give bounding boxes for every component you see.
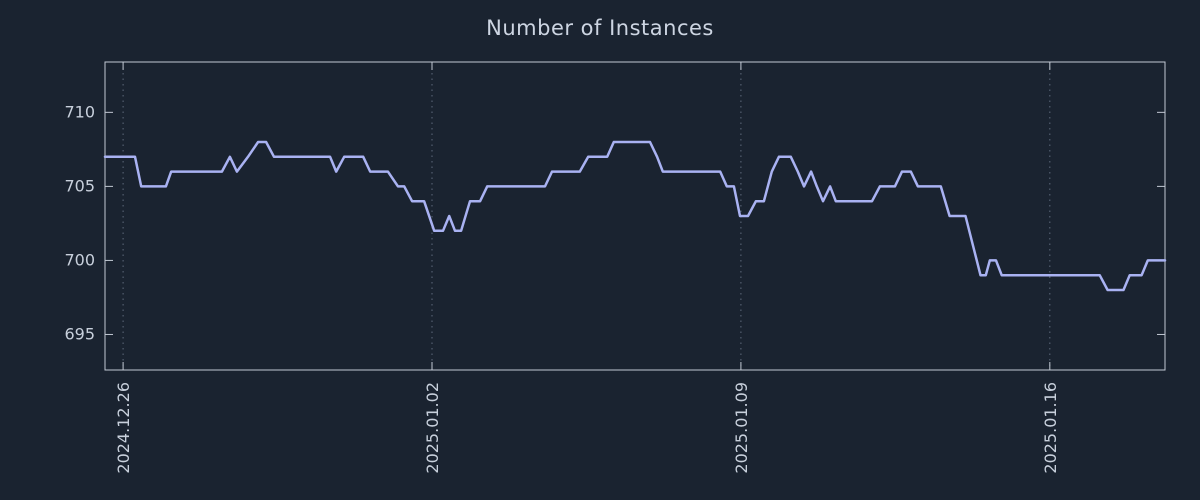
plot-border — [104, 61, 1166, 371]
chart-title: Number of Instances — [486, 16, 714, 40]
x-tick-label: 2025.01.02 — [423, 382, 442, 474]
x-tick-label: 2025.01.09 — [732, 382, 751, 474]
x-tick-label: 2024.12.26 — [114, 382, 133, 474]
series-line — [103, 140, 1167, 292]
y-tick-label: 705 — [64, 176, 95, 195]
y-tick-label: 695 — [64, 324, 95, 343]
x-tick-label: 2025.01.16 — [1041, 382, 1060, 474]
y-tick-label: 710 — [64, 102, 95, 121]
y-tick-label: 700 — [64, 250, 95, 269]
